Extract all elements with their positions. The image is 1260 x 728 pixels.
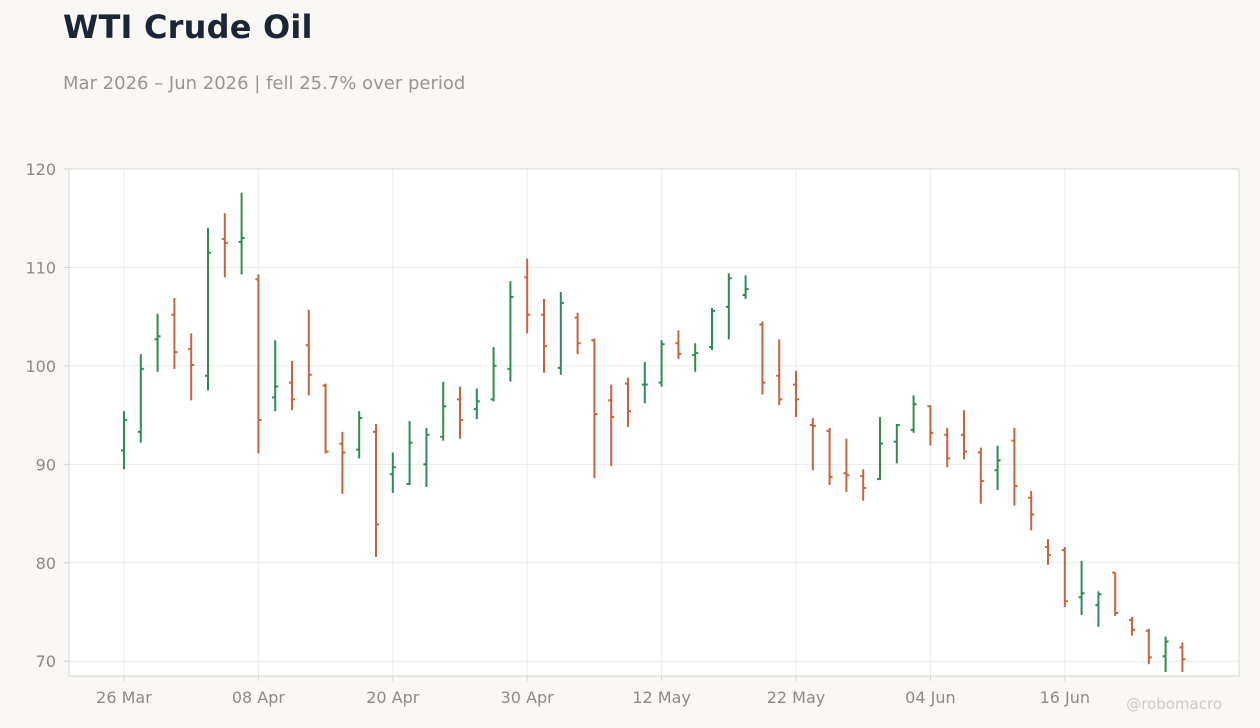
ohlc-bar	[356, 411, 363, 459]
ohlc-bar	[154, 313, 161, 372]
ohlc-bar	[961, 410, 967, 460]
ohlc-bar	[675, 330, 682, 360]
ohlc-bar	[1028, 490, 1035, 531]
ohlc-bar	[994, 445, 1001, 490]
x-tick-label: 22 May	[767, 688, 826, 707]
ohlc-bar	[1045, 539, 1051, 565]
ohlc-bar	[171, 297, 178, 369]
ohlc-bar	[1145, 628, 1152, 665]
ohlc-bar	[557, 292, 564, 375]
ohlc-bar	[121, 411, 127, 470]
ohlc-bar	[406, 421, 413, 486]
ohlc-bar	[692, 343, 699, 372]
ohlc-bar	[238, 192, 245, 275]
x-tick-label: 04 Jun	[905, 688, 955, 707]
ohlc-bar	[877, 417, 883, 481]
ohlc-bar	[927, 405, 934, 446]
ohlc-bar	[305, 309, 312, 396]
ohlc-bar	[1179, 642, 1186, 673]
x-tick-label: 16 Jun	[1040, 688, 1090, 707]
chart-title: WTI Crude Oil	[63, 8, 313, 46]
ohlc-bar	[188, 333, 195, 401]
ohlc-bar	[490, 347, 497, 402]
ohlc-bar	[759, 321, 766, 395]
ohlc-bar	[709, 307, 715, 351]
ohlc-bar	[1078, 560, 1085, 615]
ohlc-bar	[255, 274, 262, 454]
y-tick-label: 100	[25, 357, 56, 376]
ohlc-bar	[574, 312, 581, 355]
ohlc-bar	[137, 354, 144, 443]
ohlc-bar	[457, 386, 463, 439]
ohlc-bar	[1095, 591, 1102, 627]
ohlc-bar	[977, 447, 984, 504]
ohlc-bar	[440, 381, 447, 441]
plot-frame	[68, 168, 1240, 677]
ohlc-bar	[289, 360, 295, 411]
chart-subtitle: Mar 2026 – Jun 2026 | fell 25.7% over pe…	[63, 73, 466, 94]
ohlc-bars	[121, 192, 1186, 673]
y-axis: 70 80 90 100 110 120	[25, 160, 69, 671]
ohlc-bar	[658, 340, 665, 387]
ohlc-bar	[910, 395, 917, 433]
y-tick-label: 90	[36, 455, 56, 474]
ohlc-bar	[339, 431, 346, 494]
ohlc-bar	[473, 388, 480, 420]
ohlc-bar	[524, 258, 531, 334]
ohlc-bar	[591, 338, 598, 479]
ohlc-bar	[793, 370, 799, 418]
ohlc-bar	[826, 427, 833, 486]
ohlc-bar	[541, 298, 547, 373]
ohlc-bar	[641, 361, 648, 404]
x-tick-label: 30 Apr	[501, 688, 555, 707]
y-tick-label: 120	[25, 160, 56, 179]
ohlc-bar	[1112, 571, 1119, 616]
y-tick-label: 110	[25, 258, 56, 277]
gridlines	[69, 168, 1239, 676]
ohlc-bar	[742, 275, 749, 299]
ohlc-bar	[843, 438, 850, 492]
y-tick-label: 70	[36, 652, 56, 671]
x-axis: 26 Mar 08 Apr 20 Apr 30 Apr 12 May 22 May 04 J…	[96, 676, 1090, 707]
x-tick-label: 26 Mar	[96, 688, 152, 707]
ohlc-bar	[809, 418, 816, 471]
ohlc-bar	[389, 452, 396, 493]
ohlc-bar	[1162, 636, 1169, 673]
x-tick-label: 08 Apr	[232, 688, 286, 707]
y-tick-label: 80	[36, 554, 56, 573]
ohlc-bar	[221, 213, 228, 278]
ohlc-bar	[1061, 547, 1068, 608]
watermark: @robomacro	[1126, 695, 1222, 713]
ohlc-bar	[272, 340, 279, 412]
ohlc-bar	[776, 339, 783, 406]
ohlc-bar	[1011, 427, 1018, 506]
x-tick-label: 12 May	[632, 688, 691, 707]
plot-background	[69, 169, 1239, 676]
ohlc-bar	[1129, 616, 1135, 636]
ohlc-bar	[944, 427, 951, 468]
ohlc-bar	[893, 423, 900, 464]
ohlc-bar	[608, 384, 615, 467]
ohlc-bar	[373, 423, 379, 557]
ohlc-bar	[507, 281, 514, 382]
x-tick-label: 20 Apr	[366, 688, 420, 707]
ohlc-bar	[860, 469, 867, 501]
ohlc-bar	[423, 427, 430, 487]
ohlc-bar	[322, 383, 329, 454]
ohlc-bar	[205, 228, 211, 391]
ohlc-bar	[625, 377, 631, 427]
ohlc-bar	[725, 273, 732, 340]
